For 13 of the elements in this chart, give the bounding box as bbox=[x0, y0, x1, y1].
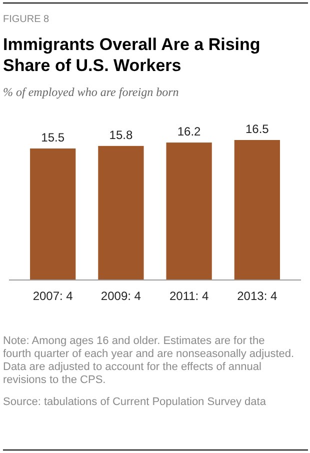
source-note: Source: tabulations of Current Population Survey data bbox=[3, 396, 267, 408]
data-label: 15.8 bbox=[109, 128, 133, 142]
x-tick-label: 2007: 4 bbox=[32, 289, 74, 303]
chart-title: Immigrants Overall Are a Rising Share of U.S. Workers bbox=[3, 35, 260, 75]
caption: FIGURE 8 bbox=[3, 14, 50, 25]
chart-subtitle: % of employed who are foreign born bbox=[3, 85, 179, 99]
data-label: 15.5 bbox=[41, 130, 65, 144]
x-tick-label: 2009: 4 bbox=[100, 289, 142, 303]
x-tick-label: 2011: 4 bbox=[169, 289, 209, 303]
data-label: 16.2 bbox=[177, 124, 202, 139]
x-tick-label: 2013: 4 bbox=[237, 289, 278, 303]
data-label: 16.5 bbox=[245, 122, 270, 136]
text: Note: Among ages 16 and older. Estimates are for the fourth quarter of each year and are nonseasonally adjusted. Data are adjusted to account for the effects of annual revisions to the CPS. bbox=[3, 335, 294, 386]
